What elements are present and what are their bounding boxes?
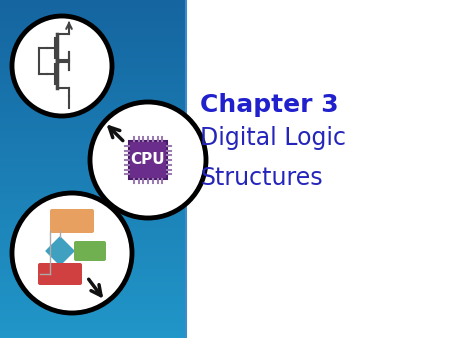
Polygon shape [46,237,74,265]
Circle shape [12,193,132,313]
Bar [185,0,450,338]
FancyBboxPatch shape [38,263,82,285]
FancyBboxPatch shape [50,209,94,233]
Text: Digital Logic: Digital Logic [200,126,346,150]
Text: CPU: CPU [130,152,165,168]
Circle shape [90,102,206,218]
FancyBboxPatch shape [74,241,106,261]
Bar [129,141,167,179]
Text: Structures: Structures [200,166,323,190]
Circle shape [12,16,112,116]
Text: Chapter 3: Chapter 3 [200,93,338,117]
